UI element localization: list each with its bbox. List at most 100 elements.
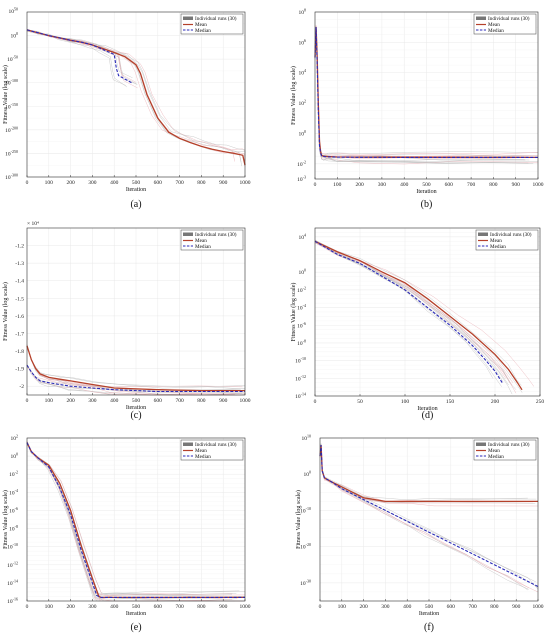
x-tick-label: 600 — [154, 604, 163, 610]
mean-line — [26, 29, 246, 166]
x-tick-label: 800 — [197, 604, 206, 610]
run-line — [314, 240, 494, 379]
y-tick-label: 10-8 — [9, 524, 18, 533]
y-tick-label: 10-12 — [7, 560, 18, 569]
y-tick-label: -2 — [19, 384, 24, 390]
x-tick-label: 900 — [219, 398, 228, 404]
legend-label-runs: Individual runs (30) — [195, 441, 237, 448]
run-line — [26, 29, 235, 162]
legend-label-mean: Mean — [490, 238, 502, 244]
x-tick-label: 100 — [45, 398, 54, 404]
y-tick-label: -1.3 — [15, 261, 24, 267]
y-tick-label: -1.2 — [15, 244, 24, 250]
x-tick-label: 100 — [45, 180, 54, 186]
legend-swatch-runs — [183, 16, 193, 20]
y-tick-label: 104 — [299, 232, 307, 241]
x-tick-label: 600 — [154, 180, 163, 186]
x-axis-label: Iteration — [126, 611, 146, 617]
legend-label-median: Median — [195, 28, 211, 34]
run-line — [26, 30, 246, 160]
y-tick-label: 106 — [299, 38, 307, 47]
x-tick-label: 300 — [88, 604, 97, 610]
chart-d: 0 50 100 150 200 250 104 100 10-2 10-4 10-6 10-8 10-… — [290, 227, 545, 421]
y-tick-label: 104 — [299, 68, 307, 77]
y-tick-label: 102 — [299, 99, 307, 108]
y-tick-label: 102 — [11, 434, 19, 443]
panel-caption: (c) — [130, 410, 141, 421]
y-tick-label: 10-10 — [295, 356, 306, 365]
y-tick-label: 10-20 — [300, 542, 311, 551]
x-tick-label: 50 — [357, 399, 363, 405]
y-tick-label: 10-50 — [7, 55, 18, 64]
legend-label-mean: Mean — [195, 238, 207, 244]
run-line — [314, 241, 511, 384]
x-tick-label: 900 — [512, 182, 521, 188]
y-axis-label: Fitness Value (log scale) — [2, 490, 9, 549]
x-tick-label: 700 — [467, 182, 476, 188]
y-tick-label: 10-2 — [9, 470, 18, 479]
chart-b: 0 100 200 300 400 500 600 700 800 900 1000 10-3 10-2… — [290, 8, 544, 211]
y-tick-label: 100 — [11, 31, 19, 40]
median-line — [26, 442, 245, 598]
legend-box — [180, 229, 244, 251]
run-line — [314, 242, 506, 379]
legend-box — [473, 13, 537, 35]
y-ticks: 104 100 10-2 10-4 10-6 10-8 10-10 10-12 10-14 — [295, 232, 306, 400]
legend-label-runs: Individual runs (30) — [488, 441, 530, 448]
x-tick-label: 1000 — [533, 182, 544, 188]
x-tick-label: 250 — [536, 399, 545, 405]
y-axis-label: Fitness Value (log scale) — [295, 490, 302, 549]
x-tick-label: 700 — [175, 604, 184, 610]
x-tick-label: 600 — [447, 604, 456, 610]
y-tick-label: -1.8 — [15, 349, 24, 355]
x-tick-label: 200 — [359, 604, 368, 610]
x-tick-label: 900 — [219, 180, 228, 186]
legend-box — [180, 439, 244, 461]
chart-c: 0 100 200 300 400 500 600 700 800 900 1000 -2 -1.9 -1… — [2, 221, 251, 421]
median-line — [314, 27, 538, 158]
y-tick-label: 10-8 — [297, 338, 306, 347]
legend-box — [180, 13, 244, 35]
x-tick-label: 300 — [88, 398, 97, 404]
x-tick-label: 800 — [197, 398, 206, 404]
y-tick-label: -1.4 — [15, 279, 24, 285]
x-tick-label: 1000 — [533, 604, 544, 610]
x-tick-label: 500 — [132, 398, 141, 404]
x-tick-label: 100 — [401, 399, 410, 405]
y-tick-label: 100 — [304, 470, 312, 479]
legend-label-median: Median — [490, 244, 506, 250]
x-tick-label: 900 — [512, 604, 521, 610]
y-tick-label: 10-12 — [295, 374, 306, 383]
x-tick-label: 0 — [26, 604, 29, 610]
x-tick-label: 500 — [132, 180, 141, 186]
x-tick-label: 100 — [45, 604, 54, 610]
x-tick-label: 500 — [132, 604, 141, 610]
run-line — [314, 239, 522, 386]
y-tick-label: -1.9 — [15, 367, 24, 373]
panel-caption: (a) — [130, 199, 141, 210]
x-tick-label: 400 — [400, 182, 409, 188]
legend-swatch-runs — [476, 442, 486, 446]
y-tick-label: 10-10 — [300, 506, 311, 515]
x-tick-label: 500 — [425, 604, 434, 610]
mean-line — [26, 345, 245, 392]
legend-label-median: Median — [488, 454, 504, 460]
x-tick-label: 900 — [219, 604, 228, 610]
y-ticks: 10-3 10-2 100 102 104 106 108 — [297, 8, 306, 184]
y-tick-label: -1.7 — [15, 331, 24, 337]
y-tick-label: -1.6 — [15, 314, 24, 320]
y-ticks: -2 -1.9 -1.8 -1.7 -1.6 -1.5 -1.4 -1.3 -1.2 × 10⁴ — [15, 221, 39, 390]
y-tick-label: 100 — [299, 268, 307, 277]
y-ticks: 102 100 10-2 10-4 10-6 10-8 10-10 10-12 10-14 10-… — [7, 434, 18, 606]
y-tick-label: 10-200 — [5, 125, 18, 134]
x-tick-label: 700 — [175, 398, 184, 404]
y-tick-label: 10-30 — [300, 578, 311, 587]
y-tick-label: 100 — [11, 452, 19, 461]
y-axis-label: Fitness Value (log scale) — [290, 66, 297, 125]
legend-swatch-runs — [183, 232, 193, 236]
